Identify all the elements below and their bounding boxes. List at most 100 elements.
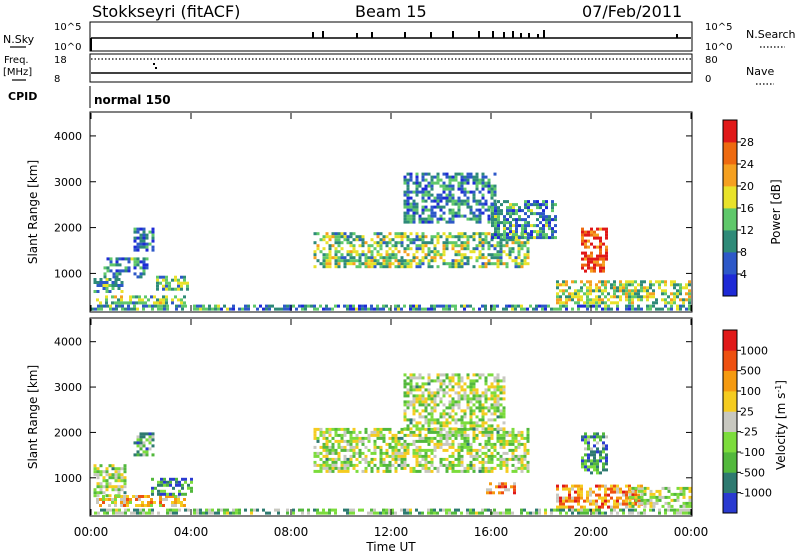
data-cell	[466, 241, 470, 245]
data-cell	[115, 304, 118, 308]
data-cell	[96, 476, 100, 480]
data-cell	[409, 376, 413, 380]
data-cell	[628, 498, 632, 502]
data-cell	[487, 469, 491, 473]
data-cell	[463, 415, 467, 419]
data-cell	[526, 460, 530, 464]
colorbar-tick-label: 20	[740, 180, 754, 193]
data-cell	[415, 247, 419, 251]
data-cell	[676, 498, 680, 502]
data-cell	[457, 403, 461, 407]
data-cell	[142, 245, 146, 249]
data-cell	[112, 263, 116, 267]
data-cell	[586, 499, 589, 503]
data-cell	[385, 262, 389, 266]
data-cell	[631, 501, 635, 505]
data-cell	[145, 236, 149, 240]
data-cell	[313, 451, 317, 455]
data-cell	[343, 448, 347, 452]
data-cell	[370, 259, 374, 263]
data-cell	[682, 486, 686, 490]
data-cell	[157, 307, 160, 311]
data-cell	[421, 205, 425, 209]
data-cell	[412, 238, 416, 242]
data-cell	[457, 265, 461, 269]
data-cell	[559, 502, 562, 506]
data-cell	[268, 511, 271, 515]
data-cell	[518, 209, 521, 213]
data-cell	[524, 212, 527, 216]
data-cell	[595, 298, 598, 302]
data-cell	[445, 436, 449, 440]
data-cell	[655, 280, 658, 284]
data-cell	[136, 511, 139, 515]
data-cell	[430, 406, 434, 410]
data-cell	[457, 430, 461, 434]
data-cell	[646, 486, 650, 490]
data-cell	[343, 469, 347, 473]
data-cell	[196, 508, 199, 512]
data-cell	[421, 397, 425, 401]
data-cell	[409, 511, 412, 515]
data-cell	[508, 238, 512, 242]
data-cell	[391, 445, 395, 449]
data-cell	[553, 307, 556, 311]
data-cell	[511, 463, 515, 467]
data-cell	[520, 511, 523, 515]
data-cell	[412, 208, 416, 212]
data-cell	[436, 241, 440, 245]
data-cell	[364, 259, 368, 263]
data-cell	[430, 415, 434, 419]
data-cell	[448, 211, 452, 215]
data-cell	[577, 511, 580, 515]
data-cell	[322, 448, 326, 452]
data-cell	[352, 427, 356, 431]
data-cell	[581, 435, 584, 439]
data-cell	[133, 230, 137, 234]
data-cell	[655, 298, 658, 302]
data-cell	[551, 200, 554, 204]
data-cell	[373, 463, 377, 467]
data-cell	[328, 247, 332, 251]
data-cell	[451, 418, 455, 422]
data-cell	[466, 376, 470, 380]
data-cell	[688, 298, 691, 302]
data-cell	[475, 217, 479, 221]
data-cell	[96, 491, 100, 495]
data-cell	[364, 436, 368, 440]
data-cell	[382, 256, 386, 260]
data-cell	[509, 221, 512, 225]
data-cell	[466, 445, 470, 449]
data-cell	[439, 382, 443, 386]
data-cell	[625, 499, 628, 503]
data-cell	[415, 451, 419, 455]
data-cell	[664, 283, 667, 287]
data-cell	[448, 208, 452, 212]
data-cell	[337, 259, 341, 263]
data-cell	[593, 245, 596, 249]
data-cell	[400, 454, 404, 458]
data-cell	[352, 307, 355, 311]
data-cell	[382, 259, 386, 263]
data-cell	[370, 433, 374, 437]
data-cell	[412, 448, 416, 452]
data-cell	[590, 257, 593, 261]
data-cell	[581, 465, 584, 469]
data-cell	[670, 504, 674, 508]
data-cell	[502, 430, 506, 434]
data-cell	[580, 280, 583, 284]
data-cell	[542, 227, 545, 231]
data-cell	[487, 253, 491, 257]
data-cell	[352, 250, 356, 254]
data-cell	[472, 421, 476, 425]
data-cell	[584, 459, 587, 463]
data-cell	[436, 232, 440, 236]
data-cell	[409, 421, 413, 425]
colorbar-swatch	[723, 330, 737, 351]
data-cell	[454, 403, 458, 407]
data-cell	[139, 239, 143, 243]
data-cell	[103, 511, 106, 515]
data-cell	[96, 501, 99, 504]
data-cell	[409, 259, 413, 263]
data-cell	[491, 215, 494, 219]
